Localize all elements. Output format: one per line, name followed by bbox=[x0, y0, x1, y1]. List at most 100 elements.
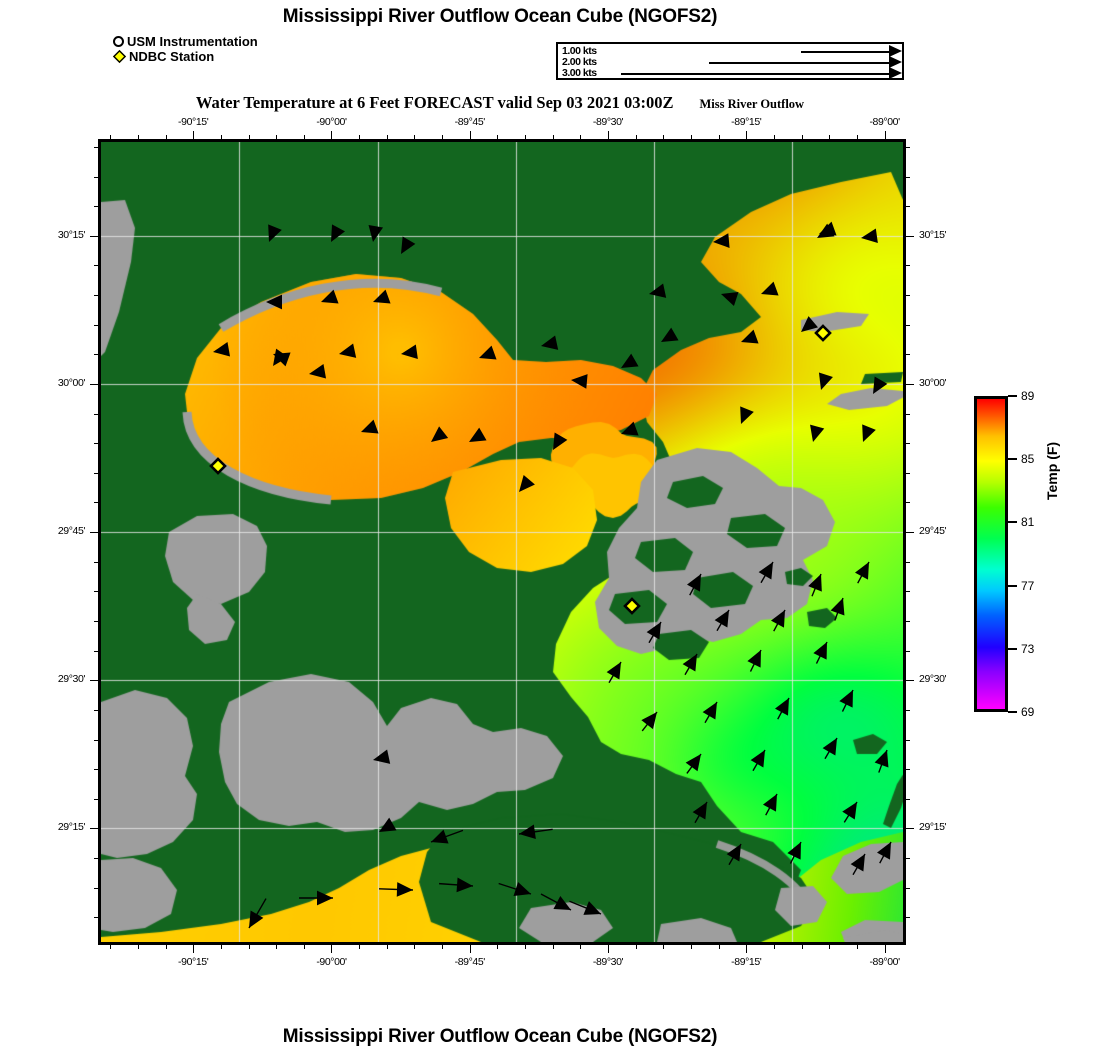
current-vector-arrow bbox=[714, 609, 730, 632]
lat-minor-tick bbox=[94, 740, 101, 741]
lon-minor-tick bbox=[691, 135, 692, 142]
current-vector-arrow bbox=[606, 661, 622, 684]
current-vector-arrow bbox=[747, 649, 762, 672]
lon-minor-tick bbox=[387, 942, 388, 949]
current-vector-arrow bbox=[661, 327, 679, 342]
lon-minor-tick bbox=[110, 135, 111, 142]
current-vector-arrow bbox=[368, 224, 384, 242]
lon-axis-label: -89°45' bbox=[454, 956, 486, 968]
page-title: Mississippi River Outflow Ocean Cube (NG… bbox=[282, 6, 718, 27]
lon-major-tick bbox=[746, 942, 747, 953]
lat-axis-label: 30°15' bbox=[57, 228, 86, 241]
colorbar-tick bbox=[1008, 648, 1017, 650]
current-vector-arrow bbox=[862, 424, 876, 442]
lat-minor-tick bbox=[903, 473, 910, 474]
current-vector-arrow bbox=[331, 224, 346, 242]
lat-minor-tick bbox=[903, 621, 910, 622]
lon-major-tick bbox=[746, 131, 747, 142]
colorbar-tick bbox=[1008, 395, 1017, 397]
lat-major-tick bbox=[90, 680, 101, 681]
lat-minor-tick bbox=[903, 858, 910, 859]
lat-minor-tick bbox=[94, 265, 101, 266]
lat-minor-tick bbox=[903, 917, 910, 918]
current-vector-arrow bbox=[553, 432, 568, 450]
lat-minor-tick bbox=[94, 206, 101, 207]
current-vector-arrow bbox=[808, 573, 822, 597]
ndbc-diamond-icon[interactable] bbox=[814, 324, 832, 342]
lon-minor-tick bbox=[359, 135, 360, 142]
lon-major-tick bbox=[193, 942, 194, 953]
current-vector-arrow bbox=[361, 419, 379, 434]
map-plot-area[interactable] bbox=[98, 139, 906, 945]
lon-minor-tick bbox=[497, 942, 498, 949]
current-vector-arrow bbox=[540, 893, 572, 911]
lat-axis-label: 29°15' bbox=[919, 821, 947, 834]
lat-axis-label: 30°00' bbox=[57, 376, 86, 389]
current-vector-arrow bbox=[339, 343, 357, 358]
lat-minor-tick bbox=[903, 799, 910, 800]
current-vector-arrow bbox=[873, 376, 888, 394]
subtitle: Water Temperature at 6 Feet FORECAST val… bbox=[0, 93, 1000, 113]
current-vector-arrow bbox=[854, 561, 870, 584]
lon-minor-tick bbox=[138, 135, 139, 142]
lat-minor-tick bbox=[94, 562, 101, 563]
current-vector-arrow bbox=[741, 329, 759, 344]
lat-major-tick bbox=[903, 532, 914, 533]
lat-minor-tick bbox=[903, 740, 910, 741]
lon-minor-tick bbox=[719, 135, 720, 142]
lat-major-tick bbox=[903, 236, 914, 237]
current-vector-arrow bbox=[758, 561, 774, 584]
legend-item-usm: USM Instrumentation bbox=[113, 34, 343, 49]
current-vector-arrow bbox=[641, 711, 658, 732]
subtitle-main: Water Temperature at 6 Feet FORECAST val… bbox=[195, 93, 674, 112]
current-vector-arrow bbox=[498, 882, 532, 897]
current-vector-arrow bbox=[692, 801, 708, 824]
lon-minor-tick bbox=[110, 942, 111, 949]
current-vector-arrow bbox=[321, 289, 339, 304]
current-vector-arrow bbox=[750, 749, 766, 772]
lon-minor-tick bbox=[553, 135, 554, 142]
current-vector-arrow bbox=[740, 406, 754, 424]
ndbc-diamond-icon[interactable] bbox=[623, 597, 641, 615]
lat-major-tick bbox=[903, 384, 914, 385]
lat-minor-tick bbox=[903, 591, 910, 592]
vector-scale-label-1: 1.00 kts bbox=[562, 45, 597, 57]
current-vector-arrow bbox=[762, 793, 778, 816]
current-vector-arrow bbox=[646, 621, 662, 644]
lat-minor-tick bbox=[903, 354, 910, 355]
lon-minor-tick bbox=[442, 135, 443, 142]
current-vector-arrow bbox=[874, 749, 889, 773]
colorbar-gradient bbox=[974, 396, 1008, 712]
current-vector-arrow bbox=[685, 753, 702, 774]
ndbc-diamond-icon[interactable] bbox=[209, 457, 227, 475]
current-vector-arrow bbox=[822, 737, 838, 760]
lat-axis-label: 29°15' bbox=[57, 821, 86, 834]
legend-label-usm: USM Instrumentation bbox=[127, 34, 258, 49]
lat-minor-tick bbox=[903, 769, 910, 770]
lat-axis-label: 30°00' bbox=[919, 376, 947, 389]
lon-minor-tick bbox=[138, 942, 139, 949]
lat-minor-tick bbox=[903, 443, 910, 444]
lon-minor-tick bbox=[497, 135, 498, 142]
lon-minor-tick bbox=[414, 942, 415, 949]
lon-axis-label: -90°15' bbox=[178, 956, 209, 968]
current-vector-arrow bbox=[770, 609, 786, 632]
current-vector-arrow bbox=[373, 749, 391, 764]
lat-major-tick bbox=[90, 532, 101, 533]
vector-scale-row-1: 1.00 kts bbox=[558, 45, 902, 57]
lat-minor-tick bbox=[94, 917, 101, 918]
current-vector-arrow bbox=[842, 801, 858, 823]
lon-minor-tick bbox=[636, 942, 637, 949]
lon-minor-tick bbox=[304, 135, 305, 142]
lon-minor-tick bbox=[276, 942, 277, 949]
lat-axis-label: 29°45' bbox=[919, 525, 947, 538]
lat-minor-tick bbox=[94, 502, 101, 503]
colorbar-tick-label: 89 bbox=[1021, 389, 1035, 403]
lon-axis-label: -89°30' bbox=[592, 956, 624, 968]
current-vector-arrow bbox=[299, 890, 333, 906]
current-vector-arrow bbox=[839, 689, 854, 712]
legend-item-ndbc: NDBC Station bbox=[112, 49, 343, 64]
lat-major-tick bbox=[90, 828, 101, 829]
lon-minor-tick bbox=[774, 942, 775, 949]
lon-major-tick bbox=[608, 131, 609, 142]
